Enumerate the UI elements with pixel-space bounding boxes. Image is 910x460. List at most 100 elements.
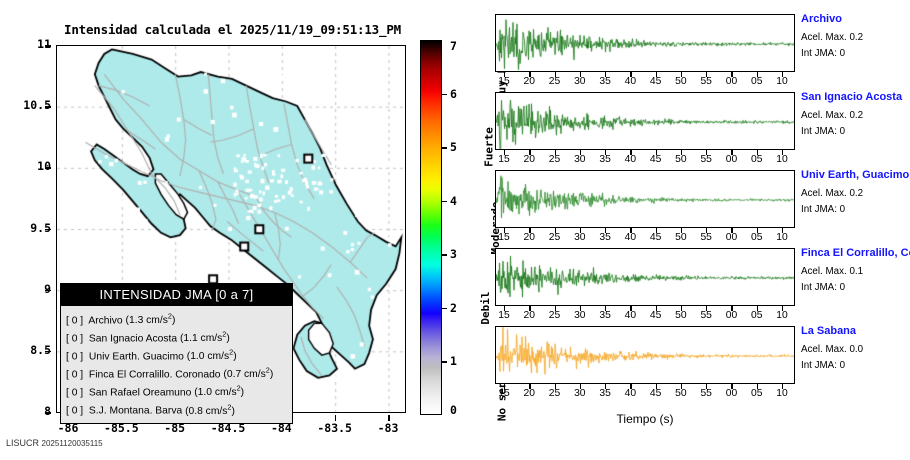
time-tick-label: 40 [624,388,637,399]
lon-tick-label: -84 [270,421,292,435]
time-tick-label: 15 [498,154,510,165]
station-name[interactable]: Archivo [801,13,842,25]
time-tick-label: 30 [574,154,586,165]
station-info: Finca El Corralillo, Coro Acel. Max. 0.1 I… [801,247,910,293]
time-tick-label: 05 [750,310,763,321]
lon-tick-label: -85.5 [104,421,139,435]
legend-accel: (1.0 cm/s2) [194,384,245,399]
legend-accel: (1.0 cm/s2) [186,348,237,363]
station-jma-intensity: Int JMA: 0 [801,48,846,59]
colorbar-tick-mark [442,147,447,149]
time-tick-mark [731,306,733,311]
colorbar-tick-label: 0 [450,403,457,417]
map-latitude-axis: 11 10.5 10 9.5 9 8.5 8 [0,37,51,418]
colorbar-tick-label: 3 [450,247,457,262]
time-tick-mark [529,306,531,311]
time-tick-label: 55 [700,76,712,87]
time-tick-label: 10 [776,76,788,87]
time-axis-label: Tiempo (s) [616,412,674,426]
time-tick-mark [731,384,733,389]
waveform-plot [495,170,795,228]
time-tick-label: 30 [574,310,586,321]
time-tick-label: 50 [675,232,687,243]
time-tick-mark [782,150,784,155]
time-tick-label: 30 [574,388,586,399]
time-tick-mark [731,72,733,77]
time-tick-mark [680,306,683,311]
lat-tick-label: 9 [44,281,51,296]
time-tick-label: 05 [750,388,763,399]
time-tick-label: 30 [574,76,586,87]
colorbar-tick-label: 2 [450,300,457,315]
waveform-canvas [496,249,794,305]
seismogram-panel[interactable]: 15 20 25 30 35 40 45 50 55 00 05 10 Finca El Corrali… [495,247,910,321]
station-name[interactable]: Finca El Corralillo, Coro [801,247,910,259]
time-tick-label: 55 [700,154,712,165]
time-tick-mark [655,306,657,311]
time-tick-mark [630,306,632,311]
time-tick-label: 05 [750,232,763,243]
time-tick-label: 55 [700,232,712,243]
waveform-canvas [496,15,794,71]
time-tick-label: 10 [776,388,788,399]
colorbar-tick-label: 6 [450,86,457,101]
time-tick-mark [529,72,531,77]
time-tick-mark [529,228,531,233]
time-tick-label: 25 [548,310,561,321]
lat-tick-label: 11 [37,37,51,51]
legend-level: [ 0 ] [66,405,84,417]
time-tick-mark [706,228,708,233]
seismogram-panel[interactable]: 15 20 25 30 35 40 45 50 55 00 05 10 Univ Earth, Guac… [495,169,909,243]
lat-tick-mark [45,289,51,292]
colorbar-tick-mark [442,200,447,203]
station-accel-max: Acel. Max. 0.1 [801,266,864,277]
time-tick-label: 25 [548,154,561,165]
time-tick-mark [554,150,556,155]
time-axis: 15 20 25 30 35 40 45 50 55 00 05 10 [495,384,795,400]
time-tick-mark [680,228,683,233]
time-tick-mark [605,150,607,155]
legend-row: [ 0 ] Univ Earth. Guacimo (1.0 cm/s2) [66,346,287,364]
time-tick-label: 35 [599,76,611,87]
legend-accel: (0.8 cm/s2) [185,402,235,417]
station-accel-max: Acel. Max. 0.2 [801,32,864,43]
footer-agency: LISUCR [6,438,40,448]
colorbar-gradient [420,40,442,415]
station-accel-max: Acel. Max. 0.2 [801,188,864,199]
time-tick-mark [756,306,759,311]
legend-station: San Ignacio Acosta [88,333,178,345]
time-tick-mark [630,228,632,233]
lat-tick-mark [45,412,51,414]
legend-row: [ 0 ] San Rafael Oreamuno (1.0 cm/s2) [66,382,287,400]
time-tick-label: 10 [776,154,788,165]
lon-tick-label: -84.5 [210,421,246,435]
waveform-plot [495,326,795,384]
station-name[interactable]: Univ Earth, Guacimo [801,169,910,181]
lat-tick-label: 8.5 [30,342,51,357]
seismogram-panel[interactable]: 15 20 25 30 35 40 45 50 55 00 05 10 San Ignacio Acos… [495,91,902,165]
time-tick-label: 40 [624,154,637,165]
station-name[interactable]: La Sabana [801,325,857,337]
station-info: San Ignacio Acosta Acel. Max. 0.2 Int JMA:… [801,91,910,137]
time-tick-label: 15 [498,232,510,243]
time-tick-mark [706,384,708,389]
station-name[interactable]: San Ignacio Acosta [801,91,903,103]
time-axis: 15 20 25 30 35 40 45 50 55 00 05 10 [495,150,795,166]
time-tick-mark [579,150,582,155]
colorbar-tick-mark [442,93,447,96]
waveform-plot [495,92,795,150]
time-tick-label: 25 [548,232,561,243]
time-tick-mark [579,228,582,233]
time-tick-mark [680,150,683,155]
time-tick-mark [579,72,582,77]
legend-accel: (1.3 cm/s2) [125,312,176,327]
legend-station: San Rafael Oreamuno [88,387,192,399]
seismogram-panel[interactable]: 15 20 25 30 35 40 45 50 55 00 05 10 La Sabana Acel. M… [495,325,863,399]
seismogram-panel[interactable]: 15 20 25 30 35 40 45 50 55 00 05 10 Archivo Acel. Max… [495,13,863,87]
footer-credit: LISUCR 20251120035115 [6,438,103,448]
legend-station-list: [ 0 ] Archivo (1.3 cm/s2)[ 0 ] San Ignac… [61,306,292,423]
colorbar-category-label: Debil [479,291,493,325]
time-tick-label: 20 [523,232,535,243]
time-tick-label: 55 [700,388,712,399]
time-tick-label: 15 [498,388,510,399]
